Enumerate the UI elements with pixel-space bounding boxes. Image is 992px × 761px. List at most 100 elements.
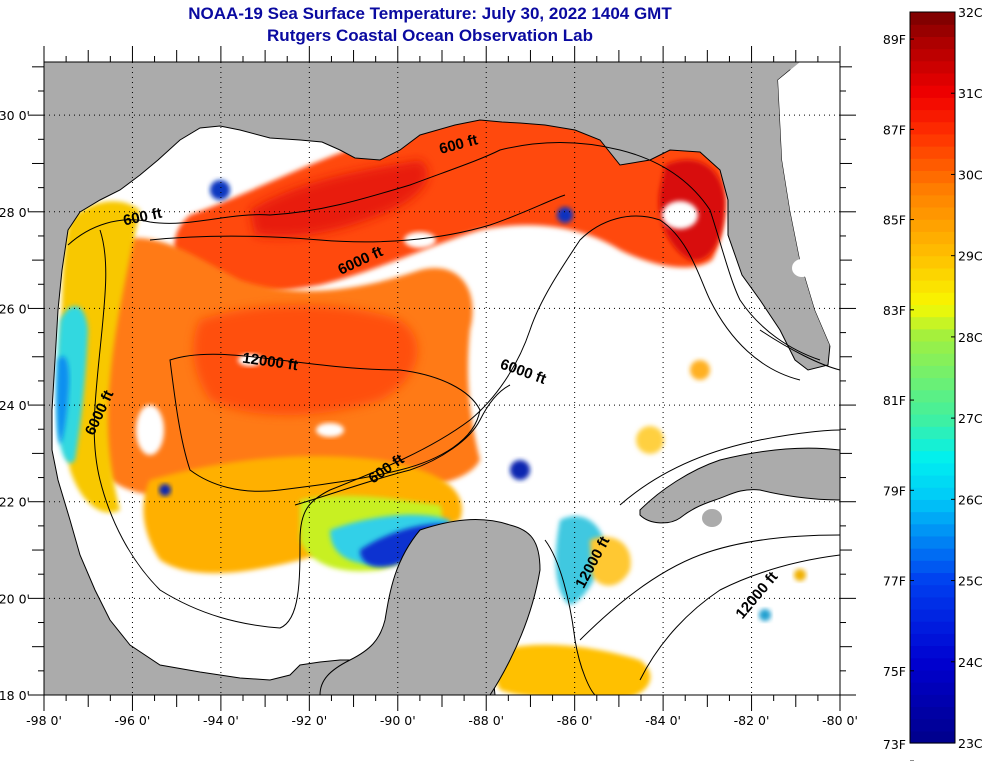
contour-6000ft-inner: [149, 194, 566, 243]
colorbar-band: [910, 438, 955, 452]
colorbar-band: [910, 523, 955, 537]
colorbar-frame: [909, 11, 956, 744]
colorbar-band: [910, 280, 955, 293]
colorbar-band: [910, 706, 955, 720]
colorbar-band: [910, 340, 955, 354]
contour-florida-shelf: [759, 329, 840, 371]
colorbar-band: [910, 72, 955, 86]
cloud-gap: [662, 201, 698, 229]
colorbar-fahrenheit-label: 75F: [883, 664, 906, 679]
colorbar-fahrenheit-label: 77F: [883, 574, 906, 589]
colorbar-band: [910, 219, 955, 232]
sst-patch-channel-cyan: [555, 516, 605, 605]
x-tick-label: -92 0': [291, 713, 327, 728]
colorbar-celsius-label: 27C: [958, 411, 983, 426]
contour-600ft-south: [294, 384, 511, 506]
colorbar-band: [910, 572, 955, 586]
colorbar-band: [910, 669, 955, 683]
colorbar-band: [910, 401, 955, 415]
colorbar-fahrenheit-label: 73F: [883, 737, 906, 752]
land-yucatan: [319, 519, 541, 695]
colorbar-band: [910, 560, 955, 574]
colorbar-band: [910, 682, 955, 695]
colorbar-band: [910, 316, 955, 330]
colorbar-band: [910, 426, 955, 440]
colorbar-band: [910, 584, 955, 598]
colorbar-band: [910, 170, 955, 184]
colorbar-band: [910, 487, 955, 500]
bathymetry-contours: [67, 142, 840, 695]
colorbar-band: [910, 231, 955, 245]
colorbar-band: [910, 292, 955, 305]
colorbar-labels: 32C 31C 30C 29C 28C 27C 26C 25C 24C 23C 89F 87F 85F 8…: [883, 5, 983, 761]
colorbar-band: [910, 121, 955, 135]
colorbar-band: [910, 608, 955, 622]
contour-12000ft-east: [639, 554, 840, 681]
colorbar-band: [910, 499, 955, 513]
x-tick-label: -94 0': [203, 713, 239, 728]
contour-600ft: [67, 142, 821, 361]
colorbar-band: [910, 48, 955, 62]
contour-cuba-north: [619, 429, 840, 506]
sst-patch-west-yellow: [61, 201, 140, 513]
x-tick-label: -90 0': [380, 713, 416, 728]
map-subtitle: Rutgers Coastal Ocean Observation Lab: [267, 26, 593, 45]
colorbar-celsius-label: 24C: [958, 655, 983, 670]
colorbar-celsius-label: 30C: [958, 167, 983, 182]
contour-6000ft: [93, 215, 801, 629]
colorbar-fahrenheit-label: 81F: [883, 393, 906, 408]
colorbar: 32C 31C 30C 29C 28C 27C 26C 25C 24C 23C 89F 87F 85F 8…: [883, 5, 983, 761]
x-tick-label: -98 0': [26, 713, 62, 728]
sst-patch-small: [510, 460, 530, 480]
colorbar-fahrenheit-label: 87F: [883, 122, 906, 137]
contour-12000ft: [169, 353, 481, 492]
colorbar-band: [910, 109, 955, 123]
y-tick-label: 20 0': [0, 591, 30, 606]
x-tick-label: -80 0': [822, 713, 858, 728]
colorbar-band: [910, 389, 955, 403]
sst-patch-small: [690, 360, 710, 380]
x-tick-label: -96 0': [115, 713, 151, 728]
colorbar-band: [910, 621, 955, 634]
colorbar-band: [910, 474, 955, 488]
colorbar-band: [910, 182, 955, 196]
colorbar-band: [910, 414, 955, 427]
sst-patch-central-red: [193, 305, 418, 415]
sst-patch-small: [636, 426, 664, 454]
colorbar-band: [910, 450, 955, 464]
colorbar-band: [910, 718, 955, 732]
colorbar-band: [910, 535, 955, 549]
sst-patch-small: [759, 609, 771, 621]
colorbar-band: [910, 158, 955, 171]
y-axis: 30 0' 28 0' 26 0' 24 0' 22 0' 20 0' 18 0': [0, 66, 856, 703]
sst-patch-north-warm: [174, 97, 726, 294]
colorbar-band: [910, 328, 955, 342]
cloud-gap: [136, 405, 164, 455]
colorbar-band: [910, 304, 955, 318]
sst-patch-small: [794, 569, 806, 581]
y-tick-label: 24 0': [0, 398, 30, 413]
colorbar-band: [910, 85, 955, 98]
colorbar-fahrenheit-label: 79F: [883, 483, 906, 498]
colorbar-celsius-label: 28C: [958, 330, 983, 345]
colorbar-band: [910, 462, 955, 476]
colorbar-band: [910, 548, 955, 561]
y-tick-label: 18 0': [0, 688, 30, 703]
sst-patch-west-blue: [56, 356, 70, 445]
colorbar-band: [910, 511, 955, 525]
sst-patch-yucatan-yellow: [494, 644, 651, 695]
sst-patch-small: [210, 180, 230, 200]
x-tick-label: -84 0': [645, 713, 681, 728]
sst-patch-channel-yellow: [590, 536, 631, 586]
sst-patch-small: [159, 484, 171, 496]
colorbar-band: [910, 36, 955, 50]
y-tick-label: 26 0': [0, 301, 30, 316]
colorbar-band: [910, 694, 955, 708]
y-tick-label: 22 0': [0, 495, 30, 510]
graticule-lines: [44, 62, 840, 695]
colorbar-band: [910, 365, 955, 379]
map-title: NOAA-19 Sea Surface Temperature: July 30…: [188, 4, 672, 23]
colorbar-band: [910, 60, 955, 74]
